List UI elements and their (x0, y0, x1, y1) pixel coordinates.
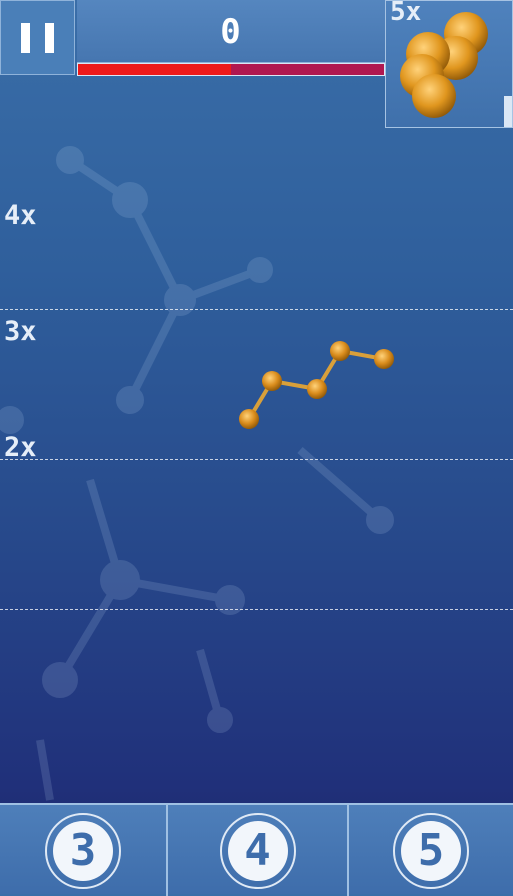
falling-molecule[interactable] (225, 330, 415, 440)
zone-label-2x: 2x (4, 432, 37, 463)
atom-button-ring: 3 (45, 813, 121, 889)
atom-button-label: 4 (227, 821, 288, 881)
score-panel: 0 (77, 0, 385, 63)
atom-button-ring: 4 (219, 813, 296, 889)
zone-label-3x: 3x (4, 316, 37, 347)
atom-selector-bar: 3 4 5 (0, 803, 513, 896)
atom (374, 349, 394, 369)
atom (330, 341, 350, 361)
zone-divider (0, 309, 513, 310)
atom-button-ring: 5 (393, 813, 469, 889)
atom-button-label: 3 (53, 821, 113, 881)
button-divider (347, 805, 349, 896)
zone-label-4x: 4x (4, 200, 37, 231)
next-molecule-panel: 5x (385, 0, 513, 128)
atom-button-label: 5 (401, 821, 461, 881)
score-value: 0 (220, 12, 242, 52)
timer-remaining (78, 64, 231, 75)
timer-bar (77, 63, 385, 76)
atom (239, 409, 259, 429)
next-molecule-icon (400, 12, 488, 118)
zone-divider (0, 609, 513, 610)
atom (262, 371, 282, 391)
pause-button[interactable] (0, 0, 75, 75)
zone-divider (0, 459, 513, 460)
atom-button-4[interactable]: 4 (168, 805, 347, 896)
next-multiplier: 5x (390, 0, 422, 27)
atom-button-3[interactable]: 3 (0, 805, 166, 896)
next-progress-marker (504, 96, 512, 127)
atom-button-5[interactable]: 5 (349, 805, 513, 896)
top-hud: 0 (0, 0, 513, 78)
atom (307, 379, 327, 399)
button-divider (166, 805, 168, 896)
